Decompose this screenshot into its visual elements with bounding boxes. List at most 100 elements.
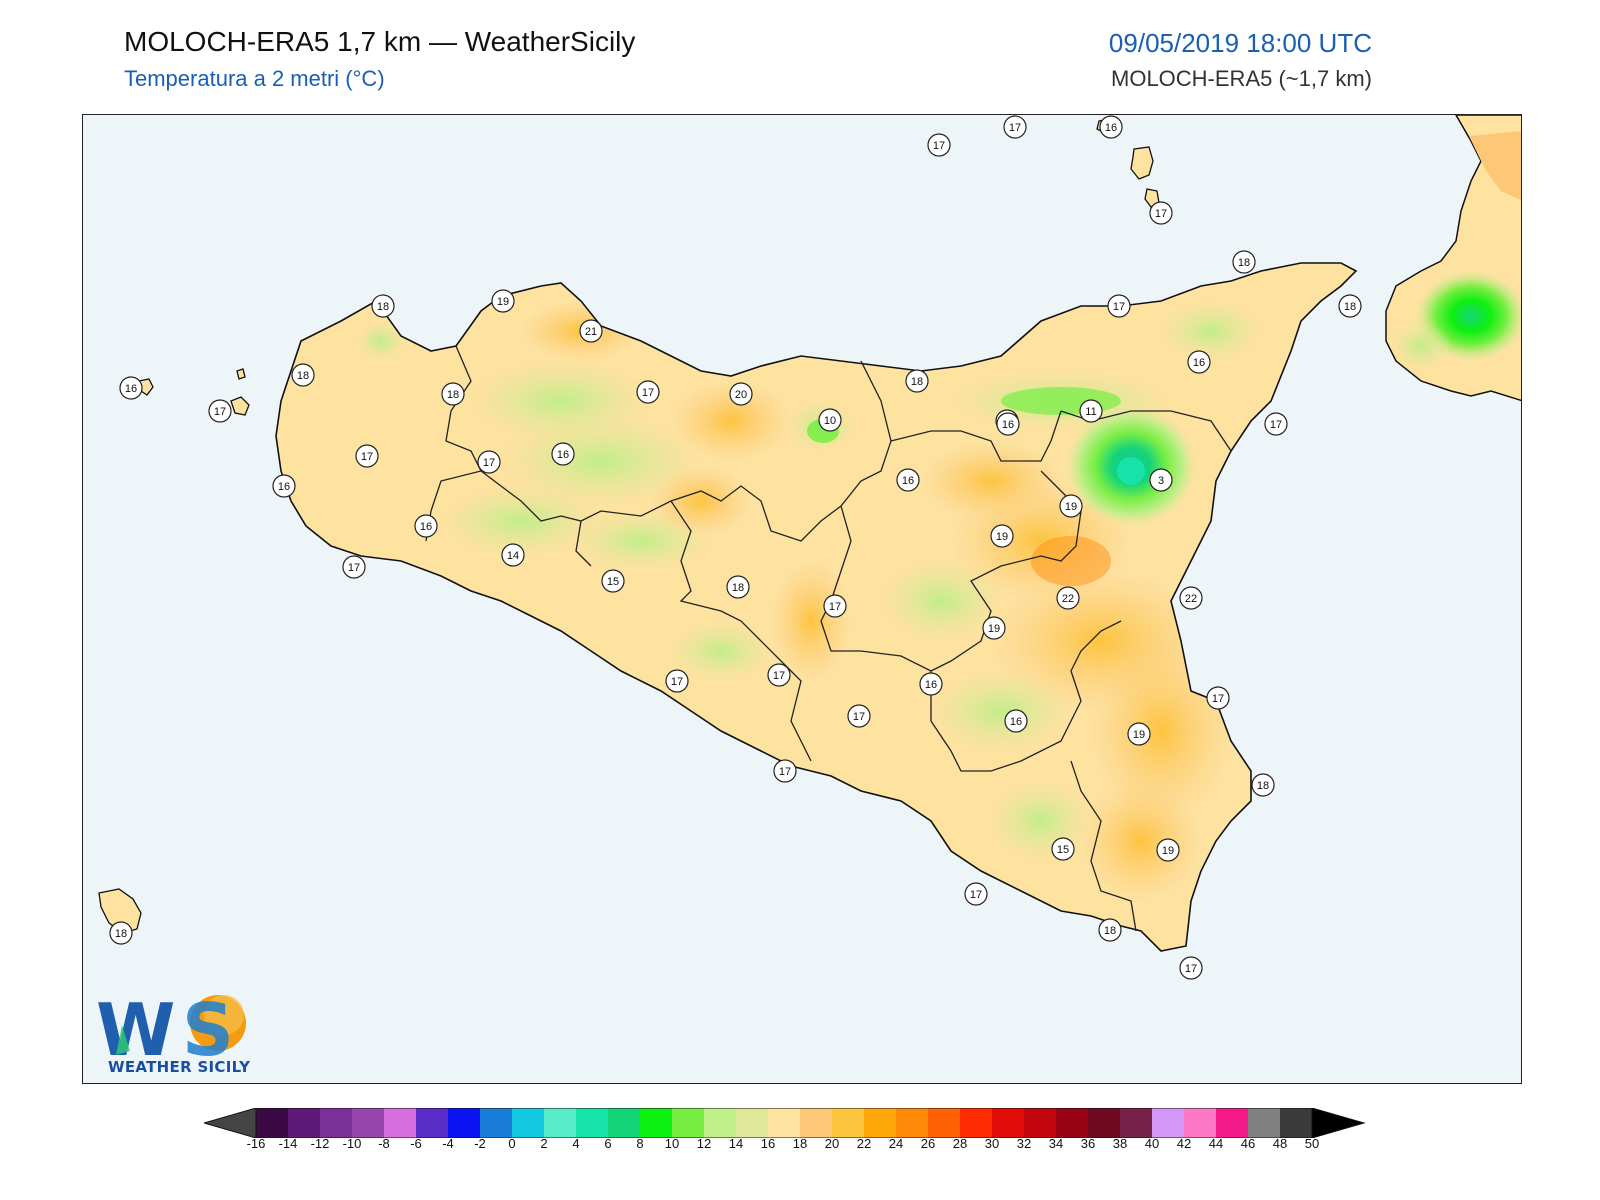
colorbar-tick-label: -12	[310, 1136, 330, 1151]
station-marker[interactable]: 3	[1149, 468, 1173, 492]
station-value: 17	[933, 140, 945, 152]
station-marker[interactable]: 17	[767, 663, 791, 687]
station-marker[interactable]: 22	[1179, 586, 1203, 610]
colorbar-tick-label: -4	[442, 1136, 454, 1151]
station-marker[interactable]: 11	[1079, 399, 1103, 423]
svg-text:S: S	[182, 988, 234, 1072]
colorbar-tick-label: -14	[278, 1136, 298, 1151]
station-marker[interactable]: 17	[665, 669, 689, 693]
station-marker[interactable]: 17	[927, 133, 951, 157]
station-marker[interactable]: 20	[729, 382, 753, 406]
station-marker[interactable]: 17	[477, 450, 501, 474]
station-marker[interactable]: 16	[996, 412, 1020, 436]
colorbar-cell	[672, 1108, 705, 1138]
station-marker[interactable]: 17	[823, 594, 847, 618]
station-value: 17	[829, 601, 841, 613]
colorbar-cell	[448, 1108, 481, 1138]
station-marker[interactable]: 19	[491, 289, 515, 313]
station-marker[interactable]: 19	[1156, 838, 1180, 862]
station-value: 18	[732, 582, 744, 594]
station-marker[interactable]: 19	[1127, 722, 1151, 746]
colorbar-tick-label: -2	[474, 1136, 486, 1151]
colorbar-cell	[1120, 1108, 1153, 1138]
station-marker[interactable]: 18	[1098, 918, 1122, 942]
station-marker[interactable]: 17	[773, 759, 797, 783]
station-marker[interactable]: 16	[272, 474, 296, 498]
station-value: 17	[348, 562, 360, 574]
station-marker[interactable]: 16	[1004, 709, 1028, 733]
colorbar-cell	[544, 1108, 577, 1138]
colorbar-cell	[800, 1108, 833, 1138]
temperature-colorbar	[204, 1108, 1366, 1138]
station-marker[interactable]: 18	[109, 921, 133, 945]
station-marker[interactable]: 17	[342, 555, 366, 579]
station-marker[interactable]: 16	[119, 376, 143, 400]
colorbar-cell	[768, 1108, 801, 1138]
station-value: 16	[1193, 357, 1205, 369]
station-marker[interactable]: 18	[1251, 773, 1275, 797]
colorbar-tick-label: 6	[604, 1136, 612, 1151]
calabria-landmass	[1385, 115, 1521, 402]
station-marker[interactable]: 18	[1232, 250, 1256, 274]
colorbar-cell	[480, 1108, 513, 1138]
station-value: 16	[902, 475, 914, 487]
station-marker[interactable]: 16	[1099, 115, 1123, 139]
station-marker[interactable]: 16	[919, 672, 943, 696]
station-marker[interactable]: 17	[636, 380, 660, 404]
station-value: 17	[1185, 963, 1197, 975]
colorbar-cell	[576, 1108, 609, 1138]
station-markers: 17 17 16 17 18 18 17 19 18 21 16 18 17 20 18 16 17 18 10 11…	[109, 115, 1362, 980]
station-marker[interactable]: 19	[1059, 494, 1083, 518]
colorbar-cell	[832, 1108, 865, 1138]
station-value: 17	[642, 387, 654, 399]
station-marker[interactable]: 16	[1187, 350, 1211, 374]
station-value: 17	[361, 451, 373, 463]
colorbar-tick-label: 40	[1144, 1136, 1160, 1151]
station-value: 16	[1002, 419, 1014, 431]
station-marker[interactable]: 16	[896, 468, 920, 492]
station-marker[interactable]: 17	[964, 882, 988, 906]
colorbar-tick-label: 20	[824, 1136, 840, 1151]
station-marker[interactable]: 18	[726, 575, 750, 599]
station-value: 16	[557, 449, 569, 461]
station-marker[interactable]: 17	[847, 704, 871, 728]
station-marker[interactable]: 16	[414, 514, 438, 538]
province-boundaries	[425, 345, 1232, 932]
station-marker[interactable]: 18	[291, 363, 315, 387]
station-marker[interactable]: 17	[1107, 294, 1131, 318]
station-marker[interactable]: 18	[441, 382, 465, 406]
station-marker[interactable]: 18	[371, 294, 395, 318]
station-value: 18	[1104, 925, 1116, 937]
station-marker[interactable]: 17	[1179, 956, 1203, 980]
colorbar-tick-label: 44	[1208, 1136, 1224, 1151]
station-marker[interactable]: 10	[818, 408, 842, 432]
station-marker[interactable]: 19	[990, 524, 1014, 548]
colorbar-cell	[1056, 1108, 1089, 1138]
station-marker[interactable]: 14	[501, 543, 525, 567]
station-marker[interactable]: 22	[1056, 586, 1080, 610]
station-value: 19	[988, 623, 1000, 635]
station-marker[interactable]: 18	[905, 369, 929, 393]
station-marker[interactable]: 15	[1051, 837, 1075, 861]
station-marker[interactable]: 17	[1003, 115, 1027, 139]
station-marker[interactable]: 18	[1338, 294, 1362, 318]
station-value: 15	[607, 576, 619, 588]
station-marker[interactable]: 15	[601, 569, 625, 593]
station-marker[interactable]: 17	[355, 444, 379, 468]
station-marker[interactable]: 17	[208, 399, 232, 423]
station-value: 17	[853, 711, 865, 723]
station-marker[interactable]: 19	[982, 616, 1006, 640]
colorbar-cell	[1184, 1108, 1217, 1138]
station-marker[interactable]: 17	[1149, 201, 1173, 225]
station-marker[interactable]: 21	[579, 319, 603, 343]
colorbar-cell	[1088, 1108, 1121, 1138]
station-marker[interactable]: 17	[1264, 412, 1288, 436]
station-value: 20	[735, 389, 747, 401]
colorbar-tick-label: 12	[696, 1136, 712, 1151]
weathersicily-logo: W S	[96, 988, 246, 1072]
temperature-map[interactable]: 17 17 16 17 18 18 17 19 18 21 16 18 17 20 18 16 17 18 10 11…	[82, 114, 1522, 1084]
station-marker[interactable]: 17	[1206, 686, 1230, 710]
colorbar-cell	[384, 1108, 417, 1138]
station-marker[interactable]: 16	[551, 442, 575, 466]
colorbar-cell	[736, 1108, 769, 1138]
